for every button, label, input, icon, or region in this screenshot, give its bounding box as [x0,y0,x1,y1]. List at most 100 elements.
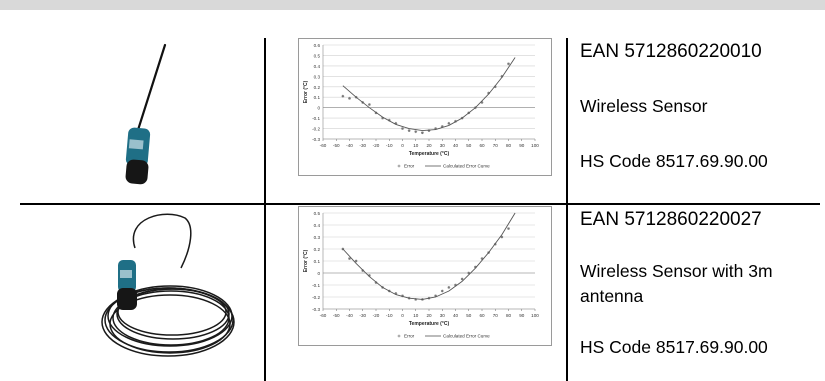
table-row-divider [20,203,820,205]
x-tick-label: 60 [479,313,485,318]
error-data-point [480,257,484,260]
hs-code: HS Code 8517.69.90.00 [580,151,768,171]
product-name: Wireless Sensor with 3m [580,261,773,281]
top-border-bar [0,0,825,10]
error-data-point [394,292,398,295]
y-tick-label: 0.2 [314,85,321,90]
y-tick-label: 0.3 [314,74,321,79]
y-tick-label: 0.5 [314,53,321,58]
x-tick-label: -10 [386,143,393,148]
x-tick-label: 30 [440,313,446,318]
error-data-point [427,129,431,133]
product-name: Wireless Sensor [580,96,708,116]
y-tick-label: 0.4 [314,64,321,69]
x-tick-label: -30 [359,313,366,318]
error-curve-chart-sensor-3m-antenna: -0.3 -0.2 -0.1 0 0.1 0.2 0.3 0.4 0.5 -60 -50 -40 -30… [298,206,552,346]
error-data-point [507,227,510,230]
x-axis-label: Temperature (°C) [409,151,450,157]
error-data-point [460,277,464,281]
error-data-point [394,121,398,125]
x-tick-label: 0 [401,143,404,148]
legend-label-curve: Calculated Error Curve [443,164,490,169]
ean-code: EAN 5712860220010 [580,41,762,62]
x-tick-label: 50 [466,143,472,148]
y-tick-label: 0 [317,106,320,111]
error-data-point [367,274,371,277]
x-tick-label: -60 [320,143,327,148]
error-data-point [374,281,378,284]
error-data-point [454,283,457,287]
error-data-point [401,127,404,130]
x-tick-label: 40 [453,143,459,148]
x-tick-label: 20 [426,143,432,148]
error-data-point [381,116,385,120]
table-divider-left [264,38,266,381]
y-axis-label: Error (°C) [303,80,309,103]
error-data-point [500,74,504,78]
error-data-point [348,96,351,100]
y-tick-label: -0.2 [312,127,320,132]
legend-label-error: Error [404,334,415,339]
x-tick-label: 70 [493,143,499,148]
x-tick-label: 10 [413,313,419,318]
hs-code: HS Code 8517.69.90.00 [580,337,768,357]
x-tick-label: 100 [531,143,539,148]
legend-label-curve: Calculated Error Curve [443,334,490,339]
legend-marker-error [397,334,401,338]
x-tick-label: -50 [333,143,340,148]
error-data-point [440,125,444,128]
error-data-point [480,101,484,104]
error-data-point [401,294,404,298]
error-data-point [440,289,444,293]
error-data-point [341,247,345,251]
error-data-point [407,129,411,133]
error-data-point [447,286,451,289]
x-tick-label: -60 [320,313,327,318]
x-tick-label: 30 [440,143,446,148]
x-tick-label: -10 [386,313,393,318]
y-tick-label: -0.1 [312,116,320,121]
y-tick-label: -0.3 [312,307,320,312]
x-tick-label: -40 [346,313,353,318]
product-name-line2: antenna [580,286,644,306]
y-tick-label: -0.1 [312,283,320,288]
error-data-point [447,121,451,125]
ean-code: EAN 5712860220027 [580,209,762,230]
y-tick-label: 0.1 [314,95,321,100]
x-tick-label: -20 [373,143,380,148]
y-tick-label: -0.3 [312,137,320,142]
y-axis-label: Error (°C) [303,249,309,272]
error-data-point [341,94,345,98]
error-data-point [387,118,391,122]
error-data-point [507,62,510,66]
x-axis-label: Temperature (°C) [409,321,450,327]
wireless-sensor-image [125,43,167,185]
legend-marker-error [397,164,401,168]
legend-label-error: Error [404,164,415,169]
y-tick-label: 0.1 [314,259,321,264]
x-tick-label: -30 [359,143,366,148]
error-data-point [487,91,491,95]
y-tick-label: 0.6 [314,43,321,48]
x-tick-label: 70 [493,313,499,318]
x-tick-label: -20 [373,313,380,318]
error-data-point [493,85,497,89]
y-tick-label: 0 [317,271,320,276]
y-tick-label: 0.5 [314,211,321,216]
calculated-error-curve-line [342,212,516,300]
x-tick-label: -40 [346,143,353,148]
x-tick-label: -50 [333,313,340,318]
error-data-point [420,131,424,135]
x-tick-label: 40 [453,313,459,318]
x-tick-label: 80 [506,143,512,148]
error-data-point [500,235,504,239]
error-data-point [434,294,438,298]
error-data-point [354,259,358,263]
calculated-error-curve-line [342,57,516,132]
error-data-point [414,298,418,301]
error-data-point [414,130,418,134]
error-data-point [473,265,477,269]
error-data-point [348,257,351,260]
wireless-sensor-3m-antenna-image [101,213,235,357]
x-tick-label: 50 [466,313,472,318]
